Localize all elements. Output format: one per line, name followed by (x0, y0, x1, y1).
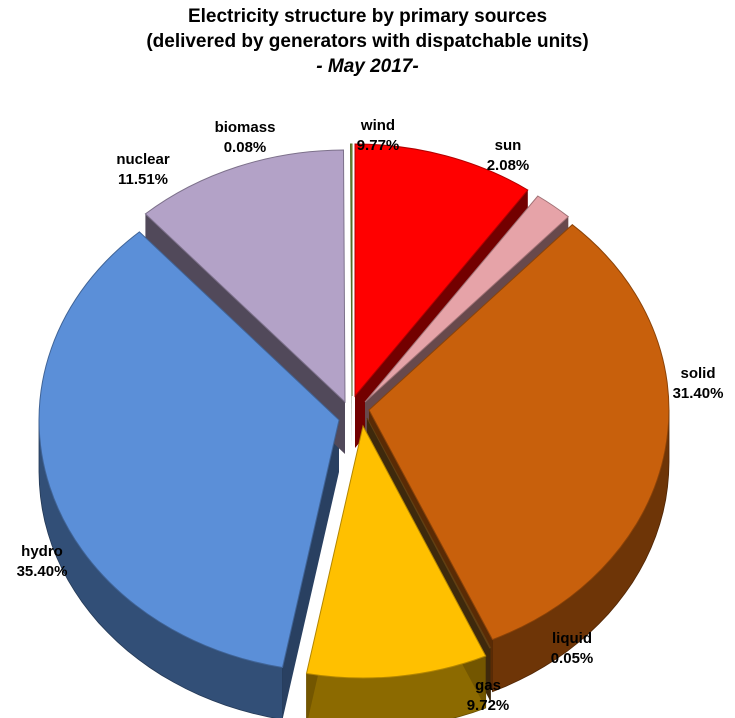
chart-title: Electricity structure by primary sources (187, 6, 548, 27)
slice-sun (364, 195, 570, 403)
slice-face-hydro-0 (282, 420, 339, 718)
pie-labels: wind 9.77% sun 2.08% solid 31.40% liquid 0.05% g… (17, 117, 724, 714)
slice-liquid (366, 417, 492, 649)
slice-value-sun: 2.08% (487, 157, 530, 174)
slice-wind (354, 143, 529, 398)
chart-subtitle: (delivered by generators with dispatchab… (146, 31, 589, 52)
slice-value-wind: 9.77% (357, 137, 400, 154)
slice-nuclear (144, 149, 346, 404)
chart-period: - May 2017- (316, 56, 419, 77)
slice-label-gas: gas (475, 677, 501, 694)
slice-label-biomass: biomass (215, 119, 276, 136)
slice-value-gas: 9.72% (467, 697, 510, 714)
slice-value-liquid: 0.05% (551, 650, 594, 667)
slice-label-wind: wind (360, 117, 395, 134)
slice-biomass (349, 143, 353, 397)
pie-slices (38, 143, 670, 679)
slice-value-solid: 31.40% (673, 385, 724, 402)
slice-gas (305, 424, 487, 679)
slice-label-nuclear: nuclear (116, 151, 170, 168)
slice-value-biomass: 0.08% (224, 139, 267, 156)
slice-hydro (38, 231, 340, 669)
slice-label-hydro: hydro (21, 543, 63, 560)
slice-solid (368, 224, 670, 641)
slice-label-liquid: liquid (552, 630, 592, 647)
slice-label-solid: solid (680, 365, 715, 382)
chart-title-block: Electricity structure by primary sources… (0, 4, 735, 79)
slice-label-sun: sun (495, 137, 522, 154)
slice-value-hydro: 35.40% (17, 563, 68, 580)
slice-value-nuclear: 11.51% (118, 171, 168, 188)
